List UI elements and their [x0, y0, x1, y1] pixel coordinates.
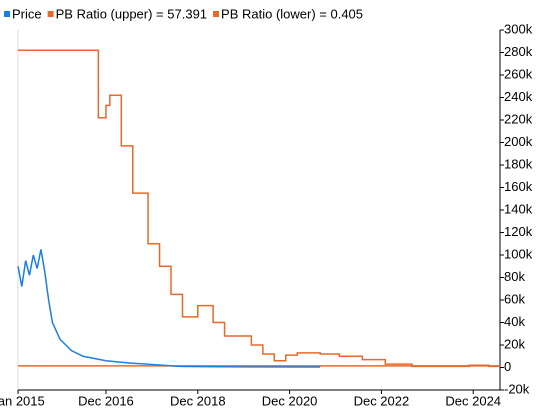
legend-swatch	[47, 11, 54, 17]
x-tick-label: Dec 2018	[170, 393, 226, 408]
y-tick-label: 240k	[504, 89, 533, 104]
y-tick-label: 140k	[504, 201, 533, 216]
y-tick-label: 100k	[504, 246, 533, 261]
legend-label: PB Ratio (upper) = 57.391	[56, 6, 207, 21]
legend-swatch	[4, 11, 10, 17]
legend-label: PB Ratio (lower) = 0.405	[221, 6, 363, 21]
series-line	[17, 249, 321, 368]
y-tick-label: 280k	[504, 44, 533, 59]
y-tick-label: 80k	[504, 269, 525, 284]
x-tick-label: Dec 2020	[262, 393, 318, 408]
y-tick-label: 180k	[504, 156, 533, 171]
y-tick-label: 20k	[504, 336, 525, 351]
y-tick-label: 120k	[504, 224, 533, 239]
x-tick-label: Dec 2016	[78, 393, 134, 408]
y-tick-label: 160k	[504, 179, 533, 194]
y-tick-label: 40k	[504, 314, 525, 329]
x-tick-label: Jan 2015	[0, 393, 45, 408]
y-tick-label: 200k	[504, 134, 533, 149]
legend-label: Price	[12, 6, 42, 21]
y-tick-label: 60k	[504, 291, 525, 306]
y-tick-label: 260k	[504, 66, 533, 81]
series-line	[18, 49, 500, 368]
legend-swatch	[213, 11, 220, 17]
x-tick-label: Dec 2022	[354, 393, 410, 408]
y-tick-label: 220k	[504, 111, 533, 126]
y-tick-label: 0	[504, 359, 511, 374]
y-tick-label: 300k	[504, 21, 533, 36]
y-tick-label: -20k	[504, 381, 530, 396]
x-tick-label: Dec 2024	[445, 393, 501, 408]
